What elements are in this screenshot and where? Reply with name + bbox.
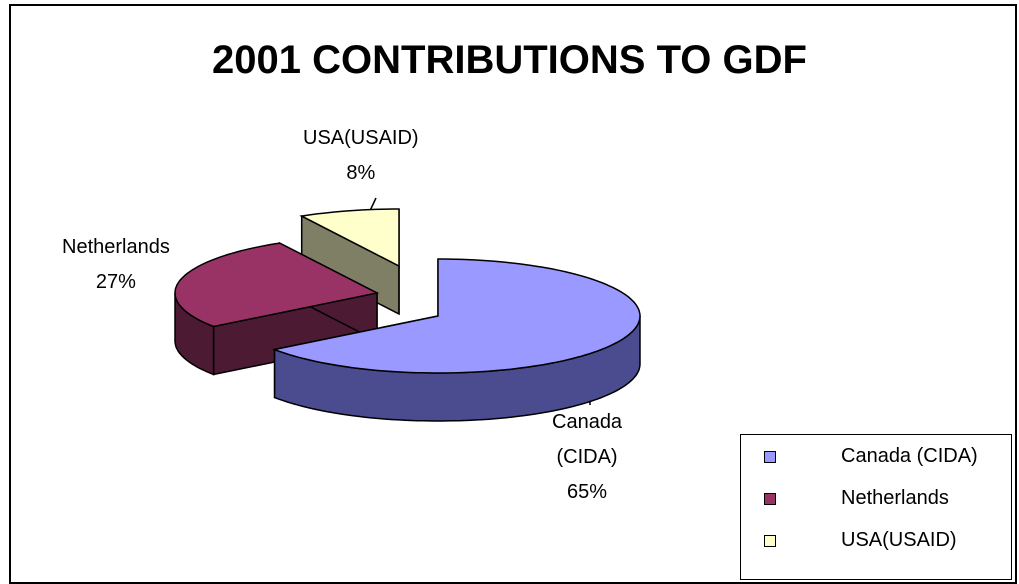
data-label-netherlands-value: 27% (95, 271, 136, 293)
pie-slice-netherlands (174, 242, 380, 328)
legend-item-canada: Canada (CIDA) (741, 443, 1013, 473)
legend-label-canada: Canada (CIDA) (841, 445, 978, 467)
data-label-canada: Canada (CIDA) 65% (552, 405, 622, 510)
legend-item-netherlands: Netherlands (741, 485, 1013, 515)
data-label-canada-line2: (CIDA) (556, 446, 618, 468)
legend-swatch-usa (764, 535, 776, 547)
pie-chart (174, 197, 641, 422)
pie-tops (174, 208, 641, 374)
data-label-usa-value: 8% (346, 162, 376, 184)
data-label-usa-line1: USA(USAID) (303, 127, 419, 149)
pie-slice-usa (299, 208, 400, 268)
data-label-canada-line1: Canada (552, 411, 623, 433)
pie-slice-canada (271, 258, 641, 374)
legend-swatch-canada (764, 451, 776, 463)
legend-item-usa: USA(USAID) (741, 527, 1013, 557)
chart-title: 2001 CONTRIBUTIONS TO GDF (212, 38, 807, 82)
data-label-canada-value: 65% (567, 481, 608, 503)
data-label-netherlands: Netherlands 27% (62, 230, 170, 300)
legend: Canada (CIDA) Netherlands USA(USAID) (740, 434, 1012, 580)
data-label-usa: USA(USAID) 8% (303, 121, 419, 191)
legend-label-netherlands: Netherlands (841, 487, 949, 509)
legend-swatch-netherlands (764, 493, 776, 505)
legend-label-usa: USA(USAID) (841, 529, 957, 551)
data-label-netherlands-line1: Netherlands (62, 236, 170, 258)
